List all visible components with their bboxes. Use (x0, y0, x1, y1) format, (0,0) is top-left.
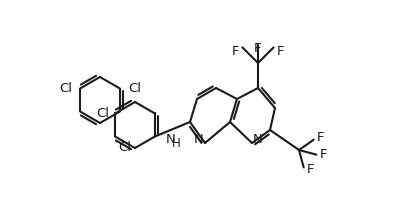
Text: F: F (276, 45, 284, 58)
Text: F: F (253, 42, 261, 55)
Text: H: H (172, 137, 180, 150)
Text: Cl: Cl (96, 107, 109, 120)
Text: N: N (252, 133, 262, 146)
Text: F: F (231, 45, 239, 58)
Text: Cl: Cl (118, 141, 131, 154)
Text: Cl: Cl (59, 82, 72, 95)
Text: F: F (318, 148, 326, 161)
Text: F: F (316, 131, 324, 144)
Text: N: N (165, 133, 175, 146)
Text: F: F (306, 163, 313, 176)
Text: N: N (194, 133, 203, 146)
Text: Cl: Cl (128, 82, 141, 95)
